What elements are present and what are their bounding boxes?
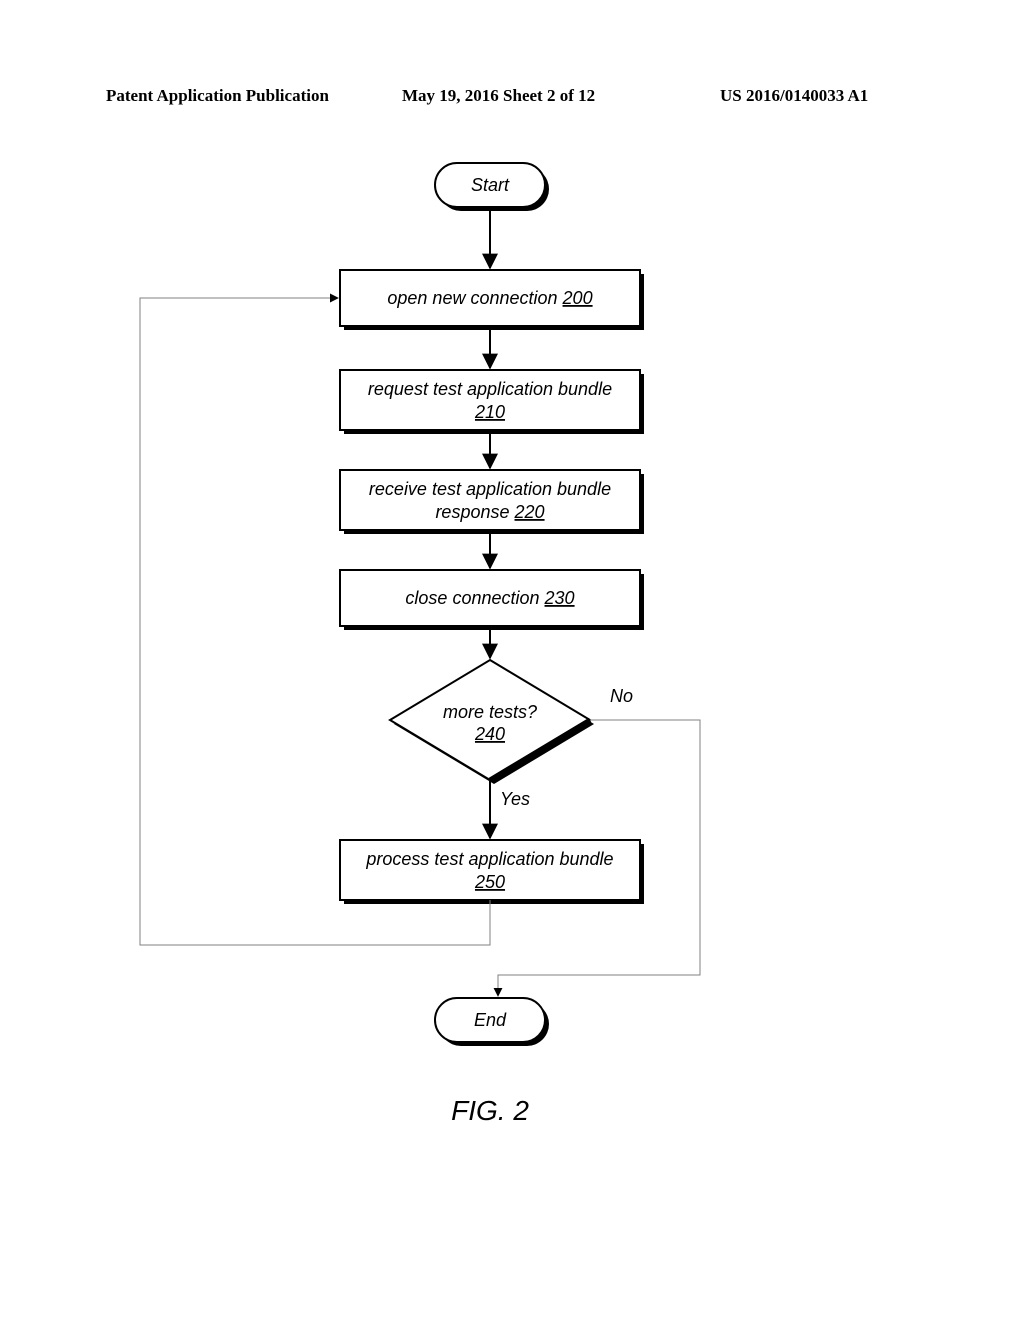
n240-label: more tests?	[443, 702, 537, 722]
process-230: close connection 230	[340, 570, 644, 630]
n230-label: close connection	[405, 588, 539, 608]
process-250: process test application bundle 250	[340, 840, 644, 904]
end-node: End	[435, 998, 549, 1046]
n230-ref: 230	[544, 588, 575, 608]
process-210: request test application bundle 210	[340, 370, 644, 434]
n220-label2: response	[435, 502, 509, 522]
n220-ref: 220	[514, 502, 545, 522]
label-no: No	[610, 686, 633, 706]
end-label: End	[474, 1010, 507, 1030]
n220-label: receive test application bundle	[369, 479, 611, 499]
figure-label: FIG. 2	[451, 1095, 529, 1126]
start-node: Start	[435, 163, 549, 211]
svg-text:response 220: response 220	[435, 502, 544, 522]
n250-label: process test application bundle	[365, 849, 613, 869]
header-center: May 19, 2016 Sheet 2 of 12	[402, 86, 595, 106]
page: Patent Application Publication May 19, 2…	[0, 0, 1024, 1320]
n210-ref: 210	[474, 402, 505, 422]
decision-240: more tests? 240	[390, 660, 594, 784]
svg-text:close connection: close connection 230	[405, 588, 574, 608]
process-200: open new connection 200	[340, 270, 644, 330]
n240-ref: 240	[474, 724, 505, 744]
label-yes: Yes	[500, 789, 530, 809]
header-right: US 2016/0140033 A1	[720, 86, 868, 106]
n210-label: request test application bundle	[368, 379, 612, 399]
flowchart: Start open new connection 200 request te…	[0, 0, 1024, 1320]
header-left: Patent Application Publication	[106, 86, 329, 106]
n200-ref: 200	[562, 288, 593, 308]
n250-ref: 250	[474, 872, 505, 892]
svg-text:open new connection: open new connection 200	[387, 288, 592, 308]
start-label: Start	[471, 175, 510, 195]
process-220: receive test application bundle response…	[340, 470, 644, 534]
n200-label: open new connection	[387, 288, 557, 308]
